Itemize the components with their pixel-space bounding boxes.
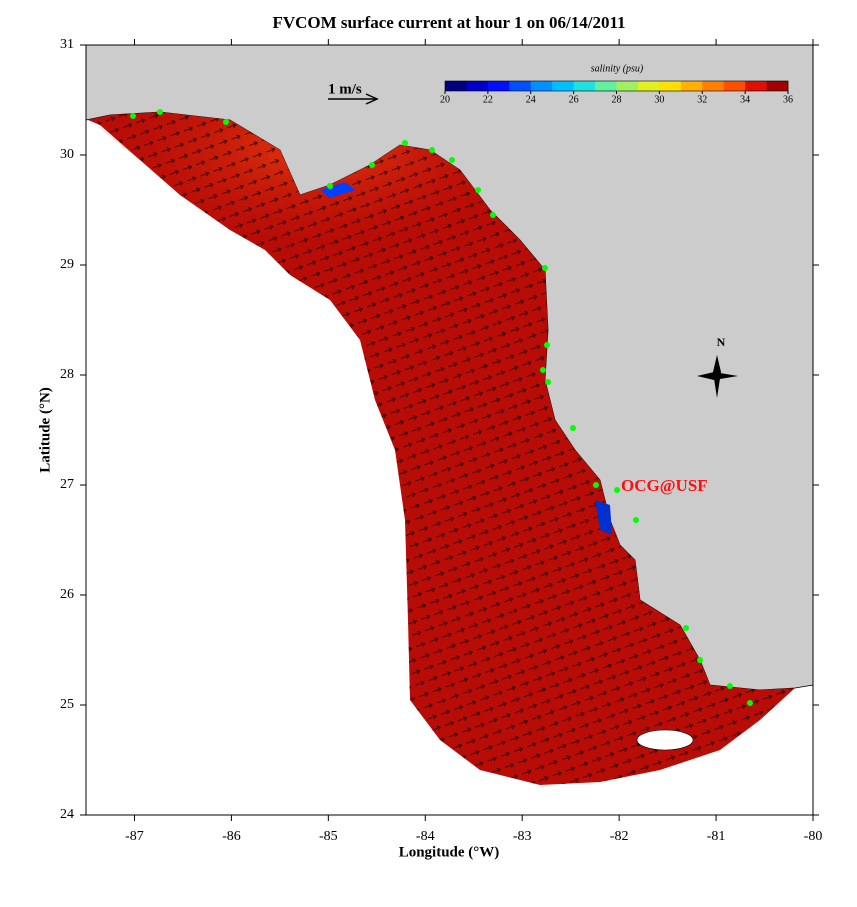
north-arrow: N (697, 335, 738, 398)
colorbar-segment (573, 81, 596, 91)
plot-frame (85, 44, 814, 816)
x-tick-label: -80 (804, 829, 823, 844)
colorbar-tick-label: 26 (569, 94, 579, 105)
colorbar-segment (509, 81, 532, 91)
y-tick-label: 25 (60, 697, 74, 712)
colorbar-segment (466, 81, 489, 91)
y-tick-label: 29 (60, 257, 74, 272)
colorbar-tick-label: 30 (654, 94, 664, 105)
colorbar-segment (637, 81, 660, 91)
scale-label: 1 m/s (328, 81, 362, 97)
colorbar-tick-label: 22 (483, 94, 493, 105)
y-tick-label: 28 (60, 367, 74, 382)
x-tick-label: -85 (319, 829, 338, 844)
x-axis-label: Longitude (°W) (399, 844, 500, 860)
north-label: N (717, 335, 726, 349)
y-tick-label: 27 (60, 477, 74, 492)
x-tick-label: -87 (125, 829, 144, 844)
y-tick-label: 30 (60, 147, 74, 162)
y-tick-label: 24 (60, 807, 74, 822)
colorbar-segment (595, 81, 617, 91)
colorbar-tick-label: 24 (526, 94, 536, 105)
annotation: OCG@USF (621, 476, 708, 495)
colorbar-segment (745, 81, 767, 91)
colorbar-tick-label: 34 (740, 94, 750, 105)
colorbar-segment (723, 81, 746, 91)
x-tick-label: -81 (707, 829, 726, 844)
stations (130, 109, 753, 706)
x-tick-label: -84 (416, 829, 435, 844)
colorbar-tick-label: 28 (612, 94, 622, 105)
colorbar-segment (552, 81, 574, 91)
colorbar-label: salinity (psu) (591, 63, 644, 74)
colorbar-segment (445, 81, 467, 91)
colorbar-segment (659, 81, 682, 91)
x-tick-label: -86 (222, 829, 241, 844)
scale-arrow: 1 m/s (328, 81, 379, 105)
colorbar-tick-label: 36 (783, 94, 793, 105)
colorbar-segment (680, 81, 703, 91)
x-tick-label: -82 (610, 829, 629, 844)
y-axis-label: Latitude (°N) (37, 387, 53, 473)
colorbar-segment (702, 81, 724, 91)
colorbar-segment (766, 81, 789, 91)
colorbar-tick-label: 20 (440, 94, 450, 105)
chart-title: FVCOM surface current at hour 1 on 06/14… (272, 13, 625, 32)
colorbar-tick-label: 32 (697, 94, 707, 105)
y-tick-label: 31 (60, 37, 74, 52)
colorbar-segment (530, 81, 553, 91)
colorbar-segment (487, 81, 510, 91)
y-tick-label: 26 (60, 587, 74, 602)
model-domain (88, 112, 795, 785)
x-tick-label: -83 (513, 829, 532, 844)
colorbar-segment (616, 81, 639, 91)
